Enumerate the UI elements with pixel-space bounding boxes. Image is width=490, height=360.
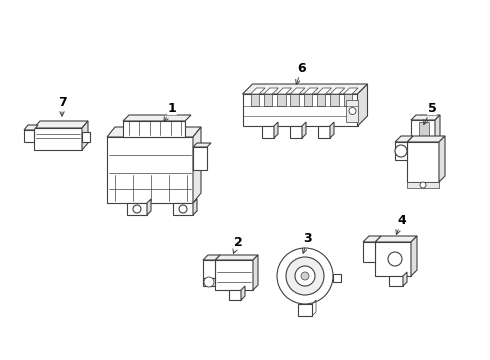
Polygon shape	[304, 88, 318, 94]
Polygon shape	[403, 272, 407, 286]
Polygon shape	[411, 236, 417, 276]
Circle shape	[286, 257, 324, 295]
Polygon shape	[229, 290, 241, 300]
Polygon shape	[419, 122, 429, 136]
Polygon shape	[264, 94, 272, 106]
Polygon shape	[304, 94, 312, 106]
Polygon shape	[173, 203, 193, 215]
Polygon shape	[34, 121, 88, 128]
Polygon shape	[317, 94, 325, 106]
Polygon shape	[123, 115, 191, 121]
Polygon shape	[262, 126, 274, 138]
Polygon shape	[395, 142, 407, 160]
Text: 2: 2	[233, 235, 243, 253]
Polygon shape	[82, 121, 88, 150]
Polygon shape	[407, 136, 445, 142]
Polygon shape	[215, 255, 258, 260]
Polygon shape	[277, 94, 286, 106]
Polygon shape	[243, 94, 358, 126]
Text: 4: 4	[396, 213, 406, 234]
Polygon shape	[274, 122, 278, 138]
Polygon shape	[243, 84, 368, 94]
Polygon shape	[203, 260, 215, 278]
Polygon shape	[318, 126, 330, 138]
Polygon shape	[363, 242, 375, 262]
Polygon shape	[193, 143, 211, 147]
Polygon shape	[330, 122, 334, 138]
Polygon shape	[343, 88, 358, 94]
Circle shape	[420, 182, 426, 188]
Polygon shape	[250, 94, 259, 106]
Polygon shape	[439, 136, 445, 182]
Polygon shape	[264, 88, 278, 94]
Polygon shape	[411, 120, 435, 145]
Polygon shape	[82, 132, 90, 142]
Text: 7: 7	[58, 95, 66, 116]
Polygon shape	[203, 255, 220, 260]
Polygon shape	[317, 88, 331, 94]
Circle shape	[295, 266, 315, 286]
Circle shape	[301, 272, 309, 280]
Polygon shape	[343, 94, 352, 106]
Circle shape	[179, 205, 187, 213]
Polygon shape	[330, 94, 339, 106]
Polygon shape	[375, 242, 411, 276]
Polygon shape	[241, 286, 245, 300]
Polygon shape	[375, 236, 417, 242]
Text: 6: 6	[295, 62, 306, 84]
Polygon shape	[333, 274, 341, 282]
Polygon shape	[302, 122, 306, 138]
Polygon shape	[203, 278, 215, 286]
Circle shape	[349, 108, 356, 114]
Circle shape	[277, 248, 333, 304]
Polygon shape	[107, 127, 201, 137]
Polygon shape	[250, 88, 265, 94]
Polygon shape	[411, 115, 440, 120]
Polygon shape	[358, 84, 368, 126]
Polygon shape	[147, 199, 151, 215]
Polygon shape	[330, 88, 344, 94]
Polygon shape	[395, 136, 413, 142]
Polygon shape	[127, 203, 147, 215]
Circle shape	[133, 205, 141, 213]
Polygon shape	[435, 115, 440, 145]
Polygon shape	[277, 88, 292, 94]
Polygon shape	[407, 142, 439, 182]
Polygon shape	[290, 126, 302, 138]
Polygon shape	[193, 127, 201, 203]
Polygon shape	[345, 100, 358, 122]
Circle shape	[204, 277, 214, 287]
Polygon shape	[389, 276, 403, 286]
Text: 3: 3	[302, 231, 312, 253]
Polygon shape	[107, 137, 193, 203]
Polygon shape	[193, 199, 197, 215]
Circle shape	[395, 145, 407, 157]
Polygon shape	[291, 88, 305, 94]
Polygon shape	[253, 255, 258, 290]
Text: 5: 5	[424, 102, 437, 125]
Polygon shape	[123, 121, 185, 137]
Polygon shape	[24, 125, 38, 130]
Polygon shape	[215, 260, 253, 290]
Polygon shape	[298, 304, 312, 316]
Polygon shape	[291, 94, 299, 106]
Polygon shape	[407, 182, 439, 188]
Polygon shape	[24, 130, 34, 142]
Circle shape	[388, 252, 402, 266]
Polygon shape	[363, 236, 381, 242]
Polygon shape	[34, 128, 82, 150]
Text: 1: 1	[164, 102, 176, 122]
Polygon shape	[193, 147, 207, 170]
